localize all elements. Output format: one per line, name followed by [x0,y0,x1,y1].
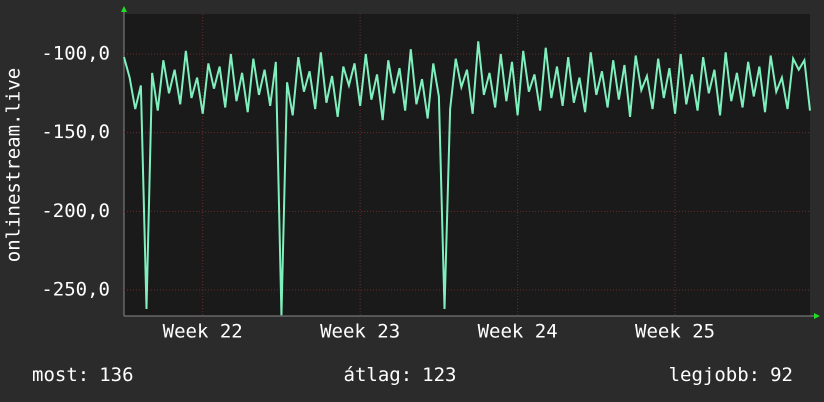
x-tick-label: Week 24 [478,321,558,343]
y-tick-label: -200,0 [41,200,110,222]
y-tick-label: -100,0 [41,42,110,64]
line-series [123,41,811,316]
plot-area [124,14,810,316]
x-tick-label: Week 25 [635,321,715,343]
y-tick-label: -150,0 [41,121,110,143]
stat: átlag: 123 [344,364,457,386]
stat: most: 136 [32,364,134,386]
stat-label: átlag: [344,364,413,386]
stat-value: 123 [422,364,456,386]
y-tick-label: -250,0 [41,279,110,301]
x-arrow [814,313,820,319]
x-tick-label: Week 23 [320,321,400,343]
stat-value: 92 [770,364,793,386]
y-arrow [121,6,127,12]
stat: legjobb: 92 [669,364,793,386]
stat-value: 136 [99,364,133,386]
stat-label: most: [32,364,89,386]
stat-label: legjobb: [669,364,761,386]
y-axis-label: onlinestream.live [3,68,25,262]
x-tick-label: Week 22 [163,321,243,343]
